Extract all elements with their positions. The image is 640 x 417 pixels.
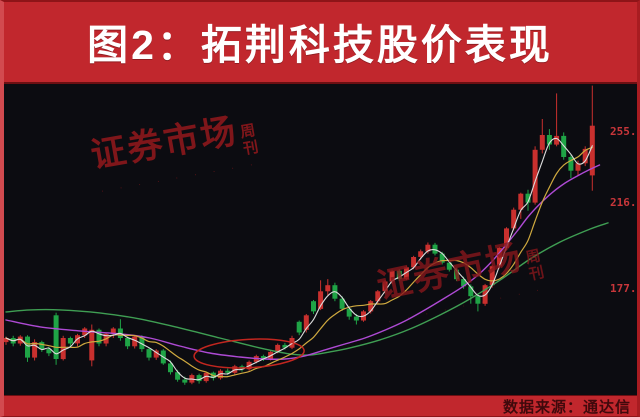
candle-body-down: [225, 370, 231, 373]
candle-body-up: [489, 266, 495, 286]
candle-body-down: [146, 349, 152, 358]
candle-body-up: [153, 350, 159, 358]
candle-body-down: [175, 372, 181, 380]
candle-body-down: [339, 298, 345, 309]
candle-body-down: [461, 279, 467, 287]
candle-body-up: [132, 336, 138, 347]
candle-body-up: [203, 372, 209, 382]
candle-body-down: [53, 315, 59, 359]
candle-body-down: [96, 329, 102, 344]
candle-body-up: [325, 285, 331, 292]
ma-fast-line: [5, 137, 593, 381]
candle-body-down: [46, 349, 52, 354]
candle-body-down: [311, 301, 316, 312]
candle-body-down: [475, 296, 481, 304]
candle-body-down: [168, 363, 173, 373]
candle-body-down: [468, 286, 474, 297]
candle-body-up: [275, 344, 281, 352]
candle-body-up: [418, 251, 424, 257]
candle-body-up: [532, 149, 538, 203]
candle-body-up: [3, 338, 9, 343]
candle-body-up: [375, 291, 381, 302]
candle-body-up: [218, 370, 223, 379]
candle-body-down: [282, 344, 288, 348]
candle-body-up: [518, 193, 524, 210]
candle-body-up: [496, 248, 502, 267]
candle-body-up: [511, 209, 517, 229]
candle-body-down: [39, 342, 45, 350]
candle-body-down: [546, 135, 552, 145]
candle-body-down: [439, 253, 445, 263]
candle-body-up: [110, 328, 116, 334]
candle-body-down: [296, 321, 302, 333]
candle-body-up: [303, 315, 309, 330]
candle-body-up: [425, 244, 431, 252]
candle-body-down: [260, 356, 266, 359]
annotation-ellipse: [193, 338, 305, 369]
data-source-label: 数据来源：通达信: [502, 399, 631, 416]
candle-body-down: [125, 338, 131, 347]
candle-body-up: [318, 291, 324, 309]
candle-body-up: [60, 338, 66, 360]
candle-body-down: [396, 270, 402, 280]
candle-body-up: [382, 281, 388, 292]
candle-body-up: [32, 342, 38, 358]
candle-body-down: [454, 269, 459, 280]
candle-body-down: [353, 316, 359, 321]
candle-body-up: [582, 148, 588, 164]
stock-chart-area: 证券市场 周刊 · · · · · · · · · 证券市场 周刊 · · · …: [0, 84, 640, 395]
candle-body-up: [368, 301, 374, 312]
candle-body-down: [25, 336, 30, 358]
ma20-line: [5, 164, 601, 360]
candle-body-up: [539, 135, 545, 150]
candle-body-down: [139, 336, 145, 350]
candle-body-down: [568, 157, 574, 171]
candle-body-up: [411, 257, 417, 268]
candle-body-up: [389, 270, 395, 282]
candle-body-up: [589, 125, 595, 176]
candle-body-down: [67, 338, 73, 344]
candle-body-down: [446, 262, 452, 270]
candle-body-down: [525, 193, 531, 203]
candle-body-up: [403, 267, 409, 280]
candle-body-up: [554, 135, 560, 145]
chart-canvas: [3, 85, 609, 385]
candle-body-down: [346, 308, 352, 317]
candle-body-up: [17, 336, 23, 344]
figure-title: 图2：拓荆科技股价表现: [87, 22, 553, 68]
figure-title-banner: 图2：拓荆科技股价表现: [0, 0, 640, 84]
candle-body-up: [89, 329, 95, 361]
data-source-bar: 数据来源：通达信: [0, 395, 640, 417]
candle-body-down: [182, 379, 188, 383]
candle-body-down: [196, 375, 202, 382]
candle-body-up: [575, 163, 581, 171]
candle-body-up: [504, 228, 509, 248]
ma60-line: [5, 222, 609, 356]
candle-body-down: [432, 244, 438, 254]
